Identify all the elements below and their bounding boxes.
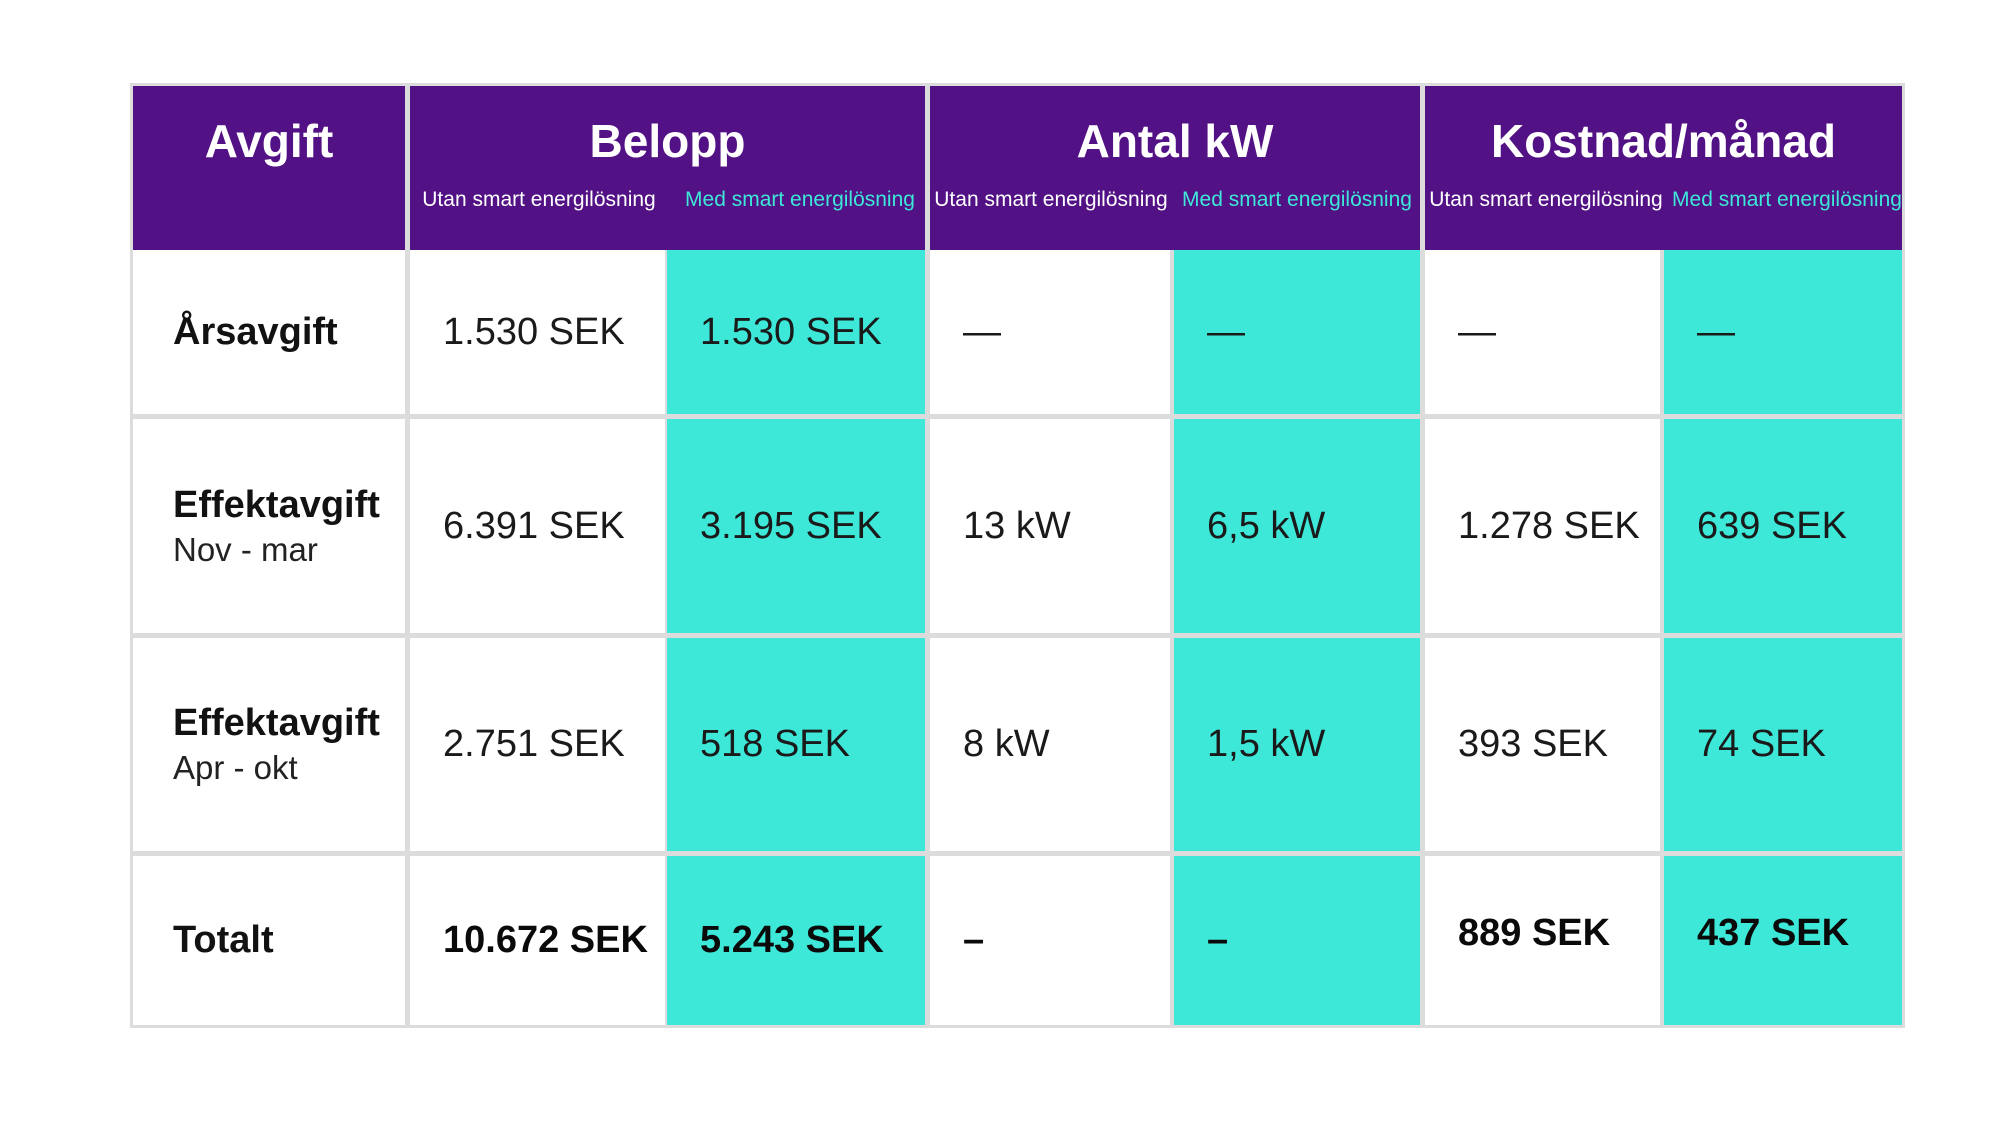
header-group-label: Belopp bbox=[589, 115, 746, 167]
table-cell: 1,5 kW bbox=[1174, 638, 1420, 851]
table-cell: 3.195 SEK bbox=[667, 419, 925, 633]
cell-value: 10.672 SEK bbox=[443, 919, 648, 961]
table-row-label: Årsavgift bbox=[133, 250, 405, 414]
table-cell: 393 SEK bbox=[1425, 638, 1660, 851]
table-cell: — bbox=[1664, 250, 1902, 414]
cell-value: 393 SEK bbox=[1458, 723, 1608, 765]
cell-value: — bbox=[963, 310, 1001, 353]
table-row-label: Effektavgift Nov - mar bbox=[133, 419, 405, 633]
row-sublabel: Nov - mar bbox=[173, 530, 318, 568]
cell-value: — bbox=[1697, 310, 1735, 353]
table-cell: — bbox=[1425, 250, 1660, 414]
cell-value: 74 SEK bbox=[1697, 723, 1826, 765]
header-fee-label: Avgift bbox=[204, 115, 334, 167]
table-row-label: Effektavgift Apr - okt bbox=[133, 638, 405, 851]
header-group-label: Antal kW bbox=[1076, 115, 1274, 167]
table-cell: 6.391 SEK bbox=[410, 419, 665, 633]
cell-value: – bbox=[1207, 919, 1229, 961]
table-cell: 639 SEK bbox=[1664, 419, 1902, 633]
table-cell-total: – bbox=[930, 856, 1170, 1025]
table-cell-total: 10.672 SEK bbox=[410, 856, 665, 1025]
cell-value: 6,5 kW bbox=[1207, 504, 1326, 547]
table-cell-total: 437 SEK bbox=[1664, 856, 1902, 1025]
header-group-monthly: Kostnad/månad Utan smart energilösning M… bbox=[1425, 86, 1902, 250]
table-cell: — bbox=[1174, 250, 1420, 414]
header-group-amount: Belopp Utan smart energilösning Med smar… bbox=[410, 86, 925, 250]
header-fee: Avgift bbox=[133, 86, 405, 250]
cell-value: — bbox=[1458, 310, 1496, 353]
table-cell: 2.751 SEK bbox=[410, 638, 665, 851]
header-group-label: Kostnad/månad bbox=[1490, 115, 1837, 167]
header-group-kw: Antal kW Utan smart energilösning Med sm… bbox=[930, 86, 1420, 250]
cell-value: 8 kW bbox=[963, 723, 1050, 765]
subheader-without: Utan smart energilösning bbox=[422, 188, 656, 211]
cell-value: 3.195 SEK bbox=[700, 504, 882, 547]
table-cell: 8 kW bbox=[930, 638, 1170, 851]
table-cell: 1.278 SEK bbox=[1425, 419, 1660, 633]
table-cell: 74 SEK bbox=[1664, 638, 1902, 851]
row-label: Totalt bbox=[173, 919, 274, 961]
row-label: Årsavgift bbox=[173, 310, 338, 353]
cell-value: 1.530 SEK bbox=[700, 310, 882, 353]
table-cell: 1.530 SEK bbox=[667, 250, 925, 414]
table-cell: 1.530 SEK bbox=[410, 250, 665, 414]
subheader-with: Med smart energilösning bbox=[685, 188, 915, 211]
cell-value: — bbox=[1207, 310, 1245, 353]
subheader-with: Med smart energilösning bbox=[1182, 188, 1412, 211]
table-cell: 518 SEK bbox=[667, 638, 925, 851]
cell-value: 6.391 SEK bbox=[443, 504, 625, 547]
fee-comparison-table: Avgift Belopp Utan smart energilösning M… bbox=[130, 83, 1905, 1028]
cell-value: 1.278 SEK bbox=[1458, 504, 1640, 547]
table-cell-total: – bbox=[1174, 856, 1420, 1025]
subheader-with: Med smart energilösning bbox=[1672, 188, 1902, 211]
cell-value: 889 SEK bbox=[1458, 912, 1611, 954]
cell-value: 639 SEK bbox=[1697, 504, 1847, 547]
cell-value: 2.751 SEK bbox=[443, 723, 625, 765]
row-sublabel: Apr - okt bbox=[173, 749, 298, 786]
table-cell-total: 889 SEK bbox=[1425, 856, 1660, 1025]
table-cell: — bbox=[930, 250, 1170, 414]
cell-value: 13 kW bbox=[963, 504, 1071, 547]
table-row-label: Totalt bbox=[133, 856, 405, 1025]
cell-value: 518 SEK bbox=[700, 723, 850, 765]
cell-value: 437 SEK bbox=[1697, 912, 1850, 954]
row-label: Effektavgift bbox=[173, 483, 380, 526]
row-label: Effektavgift bbox=[173, 702, 380, 744]
cell-value: 1,5 kW bbox=[1207, 723, 1326, 765]
cell-value: 1.530 SEK bbox=[443, 310, 625, 353]
table-cell: 13 kW bbox=[930, 419, 1170, 633]
table-cell-total: 5.243 SEK bbox=[667, 856, 925, 1025]
subheader-without: Utan smart energilösning bbox=[1429, 188, 1663, 211]
cell-value: – bbox=[963, 919, 985, 961]
table-cell: 6,5 kW bbox=[1174, 419, 1420, 633]
subheader-without: Utan smart energilösning bbox=[934, 188, 1168, 211]
cell-value: 5.243 SEK bbox=[700, 919, 884, 961]
